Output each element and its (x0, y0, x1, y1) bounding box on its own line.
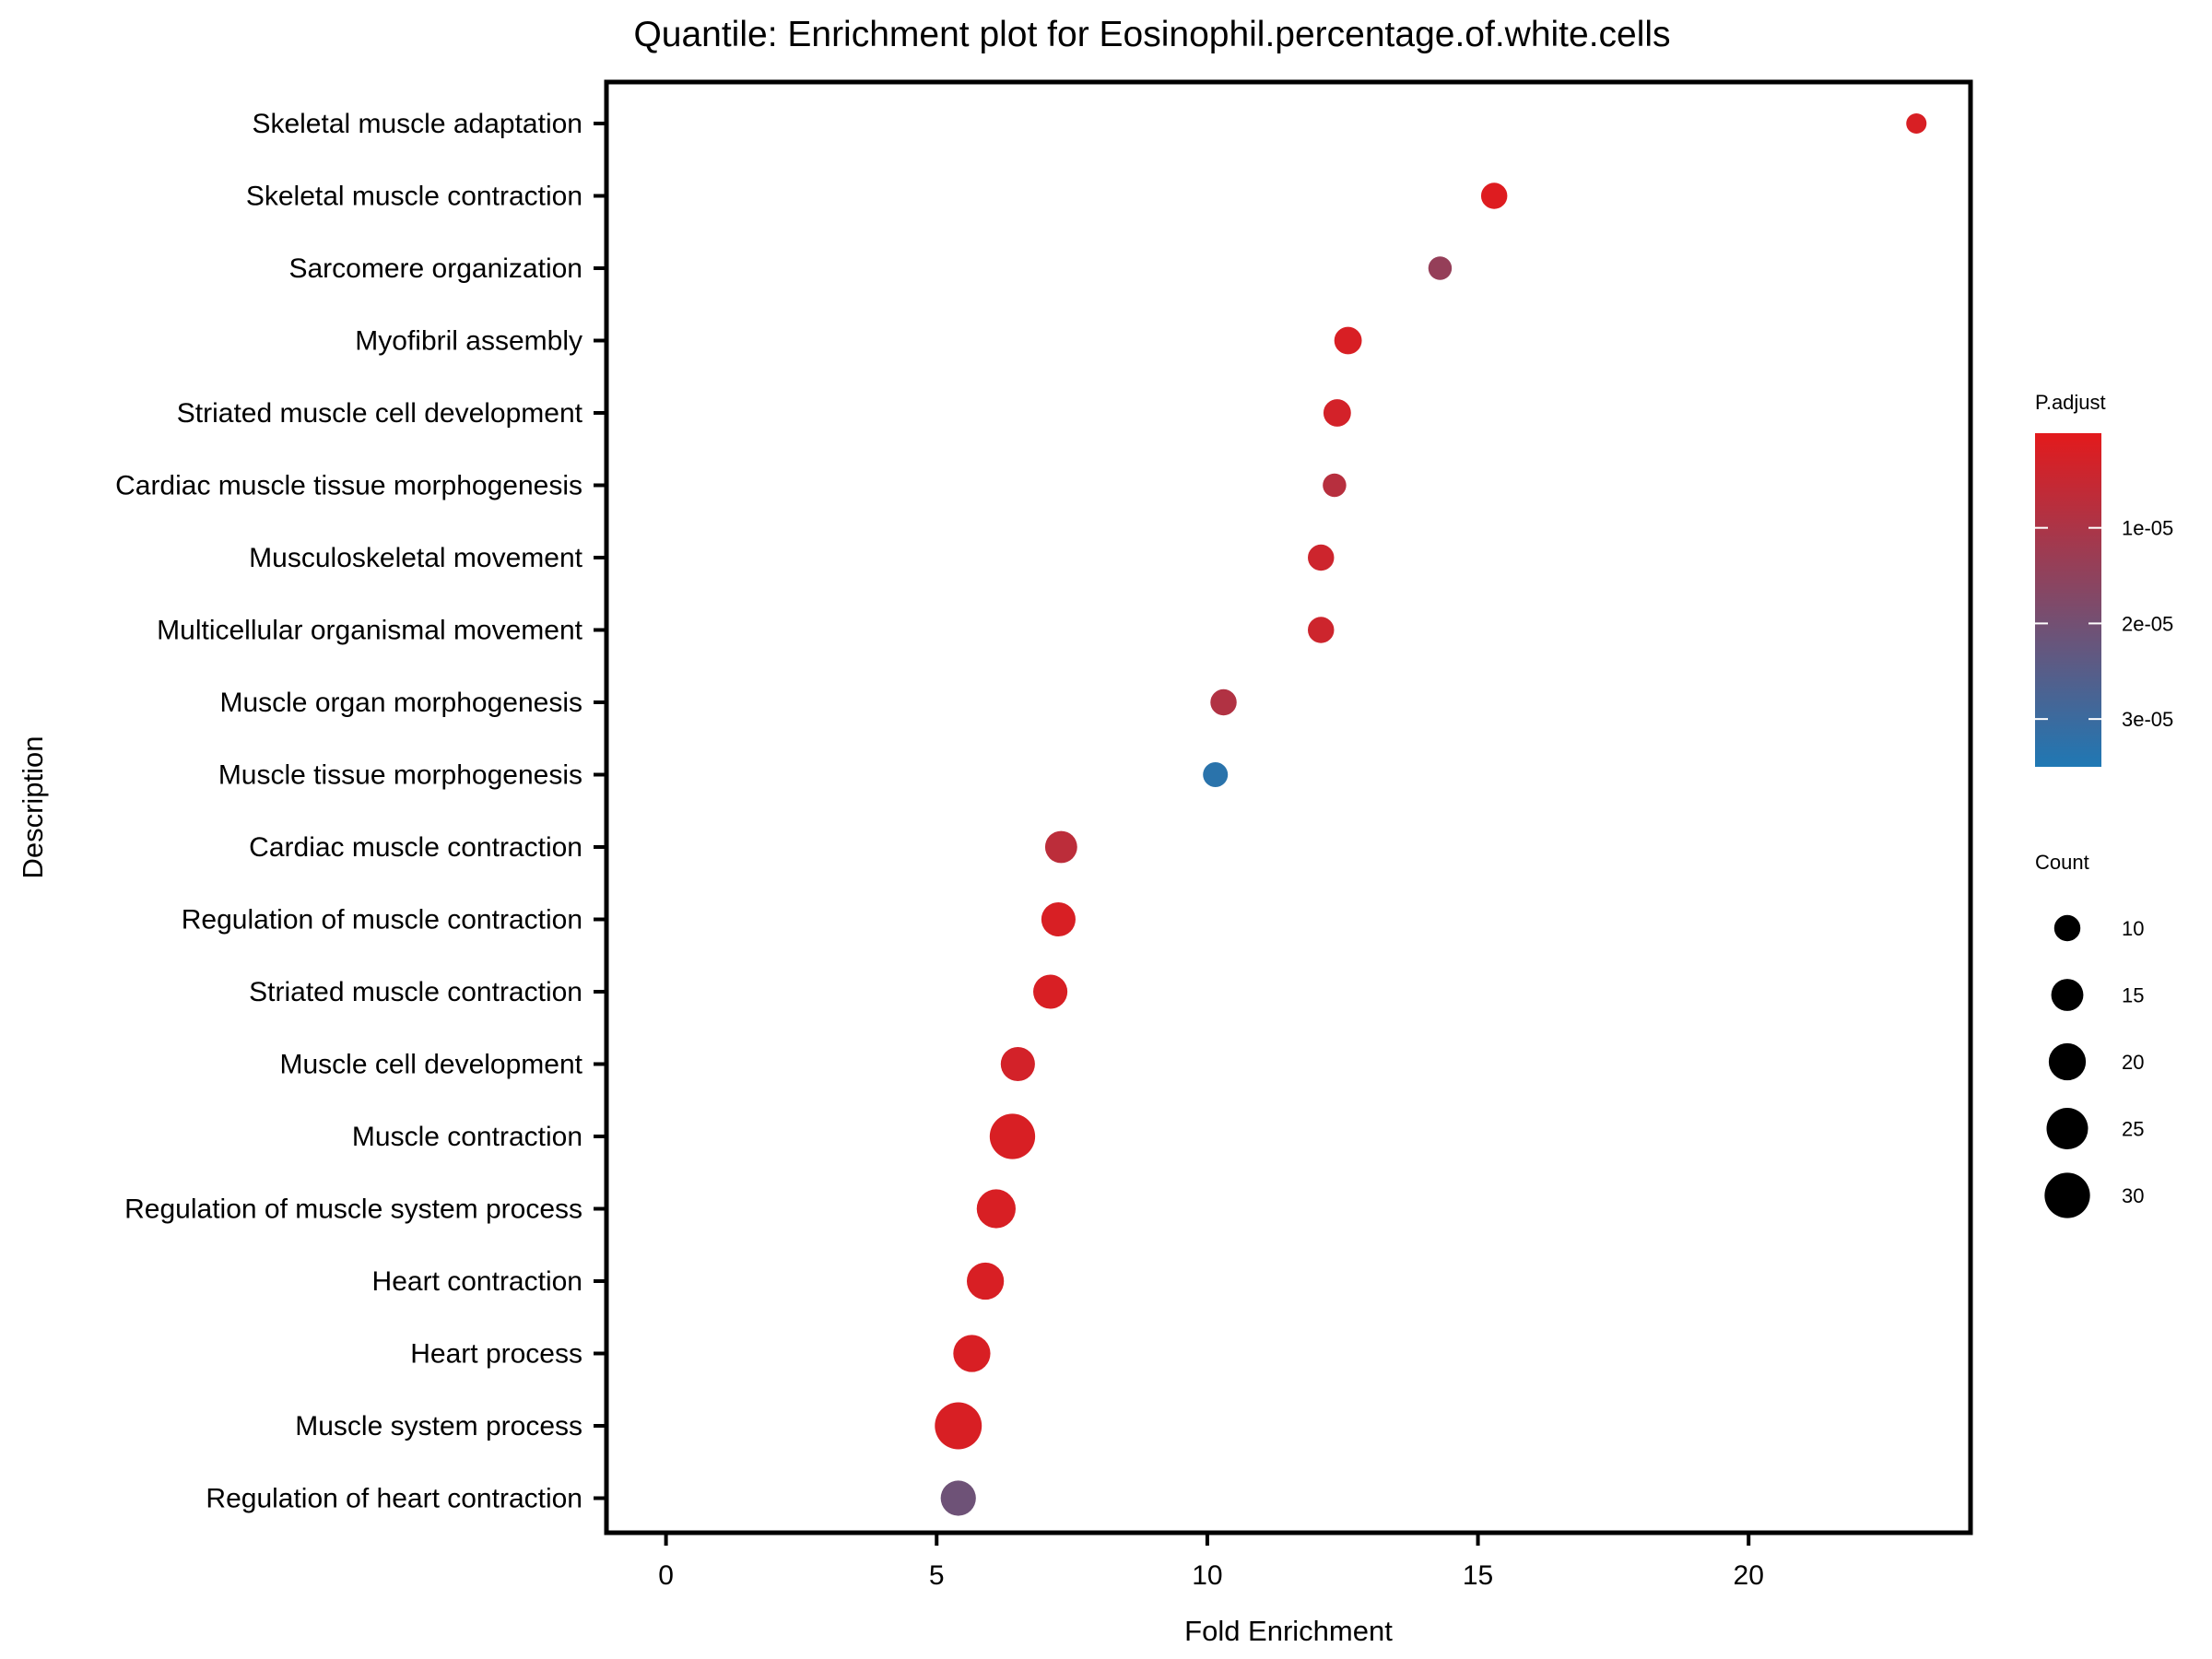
y-tick-label: Striated muscle contraction (249, 977, 582, 1007)
y-tick-label: Regulation of muscle contraction (182, 905, 582, 935)
y-axis-labels: Skeletal muscle adaptation Skeletal muscl… (115, 109, 606, 1514)
y-tick-label: Striated muscle cell development (177, 398, 583, 429)
x-tick-label: 20 (1734, 1560, 1764, 1591)
color-legend-tick-label: 1e-05 (2122, 517, 2173, 540)
data-point (1203, 762, 1229, 787)
chart-title: Quantile: Enrichment plot for Eosinophil… (633, 15, 1670, 54)
data-point (1428, 256, 1453, 280)
y-tick-label: Multicellular organismal movement (157, 616, 583, 646)
y-tick-label: Sarcomere organization (288, 253, 582, 284)
color-legend-title: P.adjust (2035, 391, 2106, 414)
y-tick-label: Muscle contraction (352, 1122, 582, 1152)
data-point (1480, 182, 1508, 209)
data-point (1334, 326, 1362, 355)
size-legend: Count 10 15 20 25 30 (2035, 851, 2144, 1218)
y-tick-label: Regulation of heart contraction (206, 1484, 582, 1514)
size-legend-dot (2051, 979, 2084, 1011)
data-point (1906, 112, 1927, 135)
y-tick-label: Skeletal muscle adaptation (252, 109, 582, 139)
data-point (1308, 544, 1335, 571)
y-tick-label: Muscle system process (295, 1411, 582, 1441)
y-tick-label: Heart contraction (372, 1266, 582, 1297)
size-legend-label: 10 (2122, 917, 2144, 940)
size-legend-dot (2053, 914, 2081, 942)
size-legend-label: 25 (2122, 1118, 2144, 1141)
x-axis-title: Fold Enrichment (1184, 1615, 1393, 1647)
color-legend-tick-label: 2e-05 (2122, 612, 2173, 635)
y-tick-label: Musculoskeletal movement (249, 543, 582, 573)
x-tick-label: 15 (1463, 1560, 1493, 1591)
data-point (1323, 473, 1347, 498)
color-legend: P.adjust 1e-05 2e-05 3e-05 (2035, 391, 2173, 767)
size-legend-title: Count (2035, 851, 2089, 874)
size-legend-label: 30 (2122, 1184, 2144, 1207)
y-tick-label: Muscle organ morphogenesis (219, 688, 582, 718)
x-tick-label: 5 (929, 1560, 945, 1591)
size-legend-dot (2046, 1108, 2088, 1149)
data-points (935, 112, 1927, 1516)
y-tick-label: Cardiac muscle contraction (249, 832, 582, 863)
size-legend-items: 10 15 20 25 30 (2044, 914, 2144, 1218)
x-tick-label: 10 (1192, 1560, 1222, 1591)
y-tick-label: Myofibril assembly (355, 326, 582, 357)
data-point (1000, 1046, 1035, 1082)
data-point (1308, 617, 1335, 643)
y-tick-label: Muscle tissue morphogenesis (218, 760, 582, 791)
data-point (976, 1189, 1016, 1229)
size-legend-label: 15 (2122, 984, 2144, 1007)
y-tick-label: Regulation of muscle system process (124, 1194, 582, 1225)
data-point (989, 1113, 1036, 1159)
x-tick-label: 0 (658, 1560, 674, 1591)
data-point (940, 1480, 976, 1516)
y-tick-label: Muscle cell development (280, 1050, 583, 1080)
color-legend-ticks: 1e-05 2e-05 3e-05 (2035, 517, 2173, 731)
size-legend-label: 20 (2122, 1051, 2144, 1074)
x-axis: 0 5 10 15 20 (658, 1533, 1764, 1591)
y-tick-label: Cardiac muscle tissue morphogenesis (115, 471, 582, 501)
color-legend-bar (2035, 433, 2101, 767)
y-axis-title: Description (17, 735, 49, 878)
y-tick-label: Heart process (410, 1339, 582, 1370)
data-point (966, 1262, 1005, 1300)
data-point (1323, 399, 1351, 427)
plot-panel-border (604, 79, 1973, 1535)
data-point (1044, 830, 1077, 864)
size-legend-dot (2048, 1042, 2087, 1081)
data-point (1041, 901, 1076, 937)
size-legend-dot (2044, 1172, 2090, 1218)
data-point (935, 1402, 982, 1450)
y-tick-label: Skeletal muscle contraction (246, 182, 582, 212)
data-point (953, 1335, 991, 1372)
color-legend-tick-label: 3e-05 (2122, 708, 2173, 731)
data-point (1210, 688, 1237, 716)
data-point (1033, 974, 1068, 1009)
